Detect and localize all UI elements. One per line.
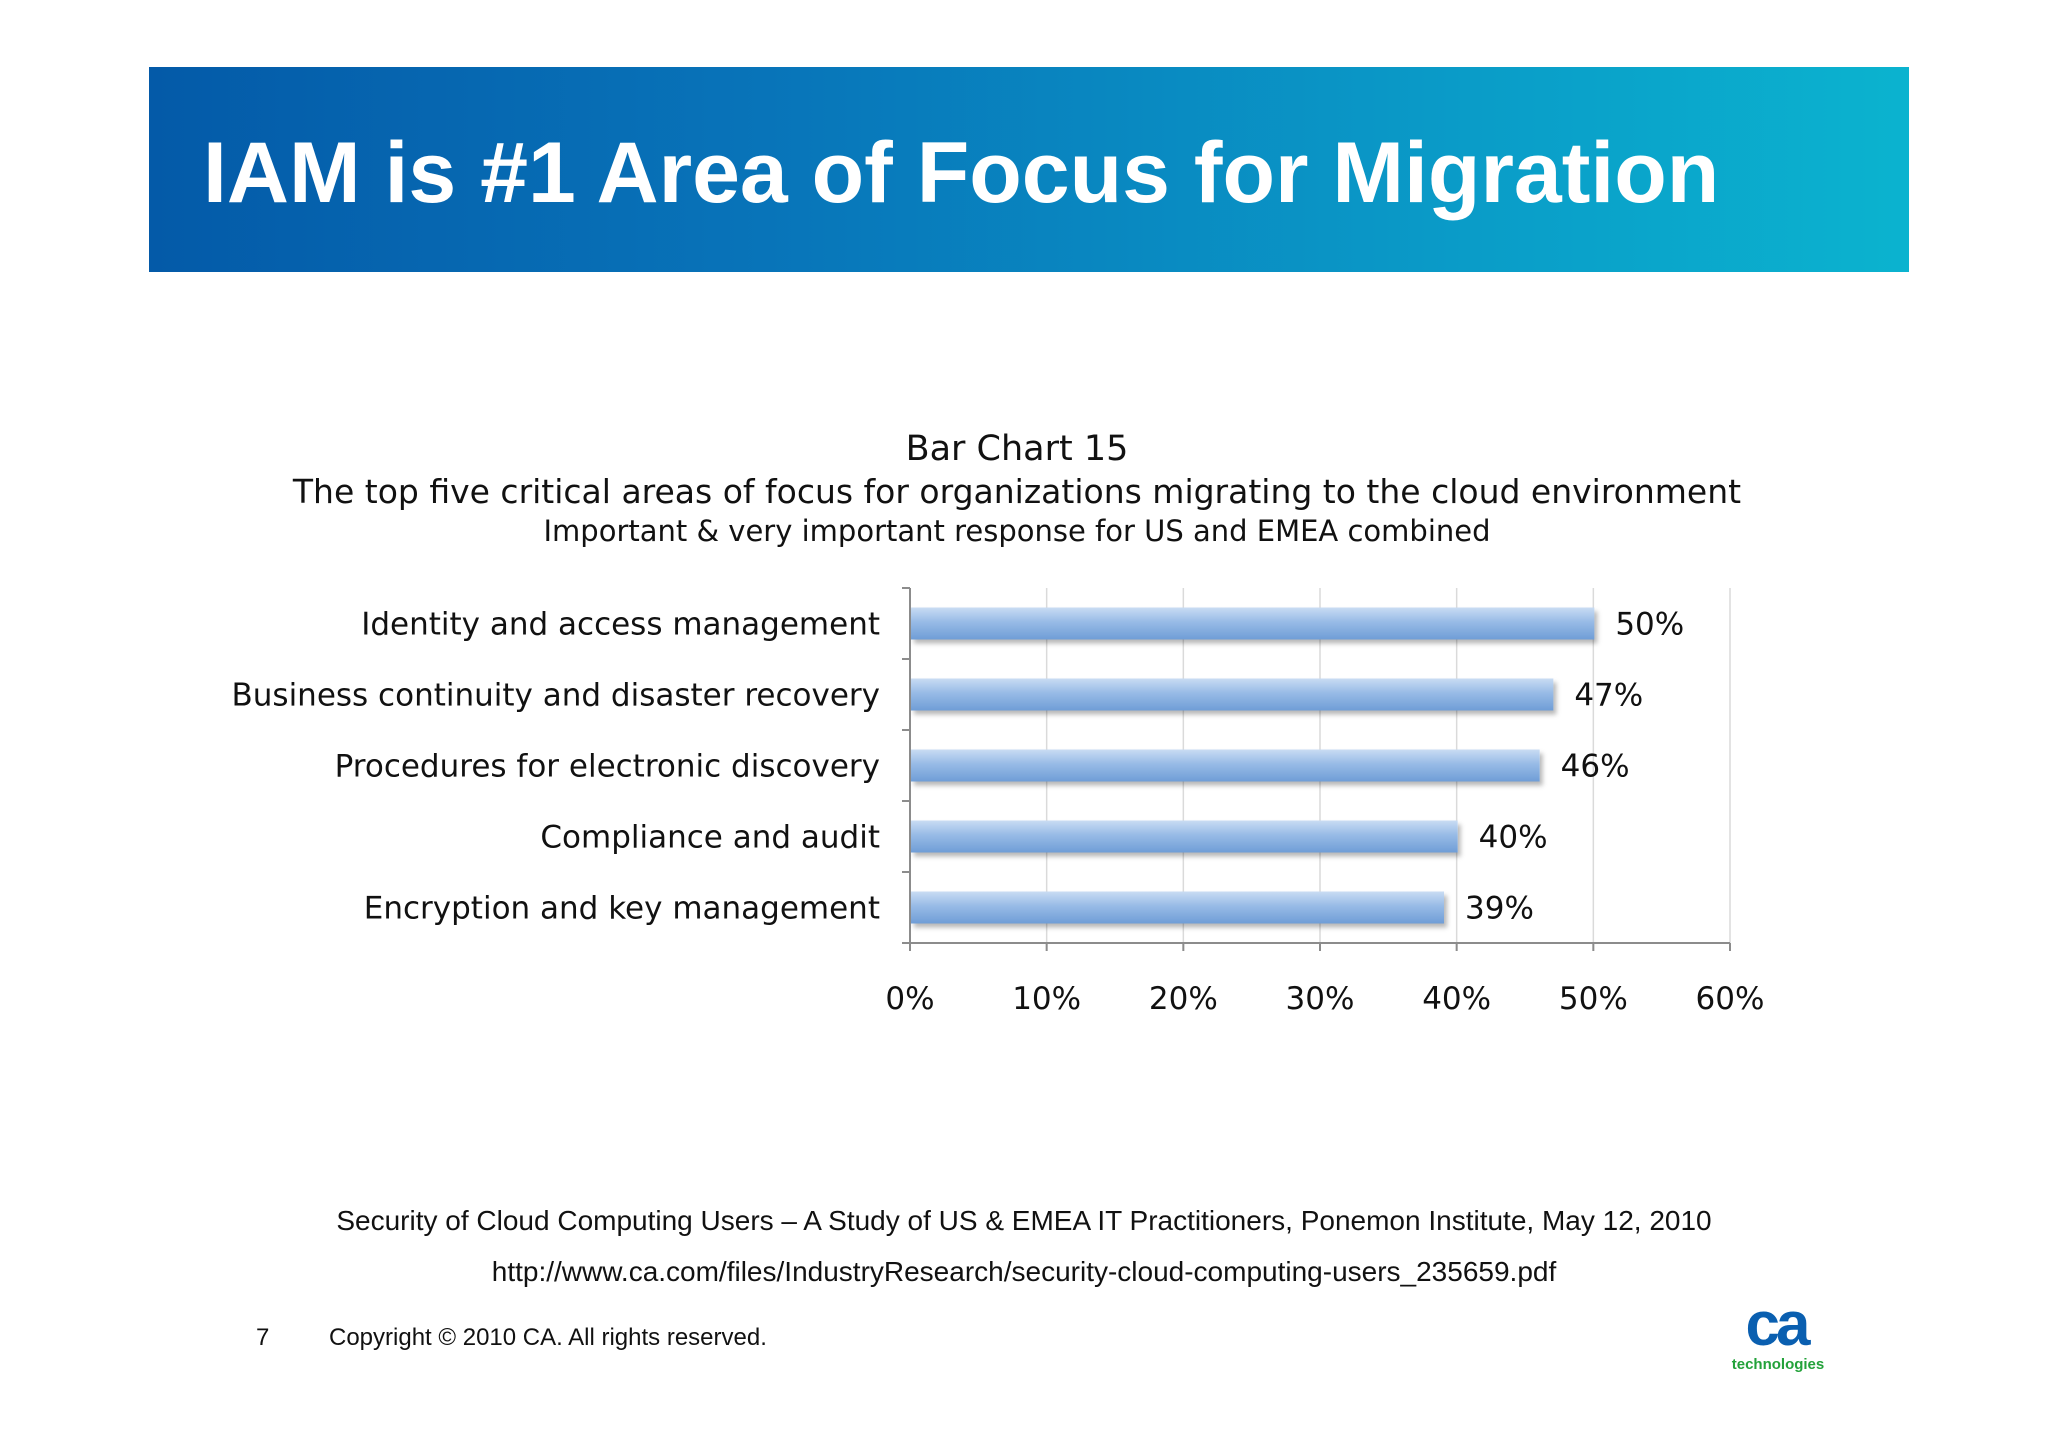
labels: 0% 10% 20% 30% 40% 50% 60% Identity and access … (232, 607, 1765, 1018)
chart-title: Bar Chart 15 (906, 429, 1129, 469)
category-label: Encryption and key management (364, 891, 880, 927)
source-citation: Security of Cloud Computing Users – A St… (336, 1205, 1712, 1236)
data-label: 46% (1561, 749, 1630, 785)
category-label: Identity and access management (361, 607, 880, 643)
category-label: Business continuity and disaster recover… (232, 678, 881, 714)
logo-mark: ca (1746, 1293, 1811, 1359)
category-label: Procedures for electronic discovery (335, 749, 880, 785)
category-label: Compliance and audit (540, 820, 880, 856)
x-tick-label: 20% (1149, 981, 1218, 1017)
logo-tagline: technologies (1732, 1356, 1825, 1373)
data-label: 50% (1615, 607, 1684, 643)
slide-title: IAM is #1 Area of Focus for Migration (203, 125, 1720, 221)
page-number: 7 (256, 1324, 270, 1351)
copyright: Copyright © 2010 CA. All rights reserved… (329, 1324, 767, 1351)
x-tick-label: 60% (1696, 981, 1765, 1017)
x-tick-label: 40% (1422, 981, 1491, 1017)
title-banner: IAM is #1 Area of Focus for Migration (149, 67, 1909, 272)
axes (902, 587, 1731, 951)
bars (911, 607, 1595, 924)
bar-3 (911, 749, 1540, 782)
bar-2 (911, 678, 1554, 711)
ca-technologies-logo: ca technologies (1732, 1293, 1825, 1373)
x-tick-label: 30% (1286, 981, 1355, 1017)
data-label: 39% (1465, 891, 1534, 927)
bar-1 (911, 607, 1595, 640)
data-label: 40% (1479, 820, 1548, 856)
bar-5 (911, 891, 1444, 924)
chart-subtitle: The top five critical areas of focus for… (292, 472, 1741, 511)
x-tick-label: 0% (885, 981, 934, 1017)
bar-4 (911, 820, 1458, 853)
x-tick-label: 50% (1559, 981, 1628, 1017)
chart-subtitle-2: Important & very important response for … (543, 514, 1490, 548)
x-tick-label: 10% (1012, 981, 1081, 1017)
source-url[interactable]: http://www.ca.com/files/IndustryResearch… (491, 1256, 1557, 1287)
data-label: 47% (1574, 678, 1643, 714)
